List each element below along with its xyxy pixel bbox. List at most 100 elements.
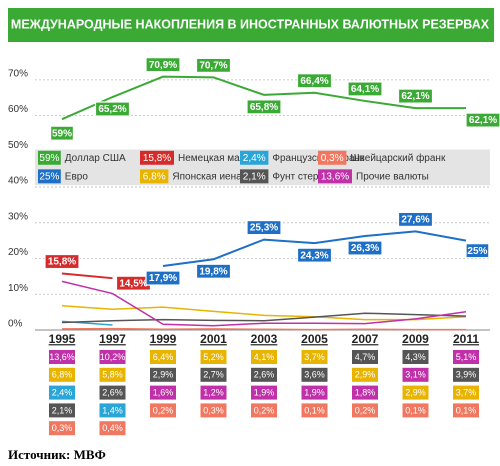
header-band bbox=[8, 8, 494, 42]
label-bg bbox=[94, 101, 131, 117]
y-tick-label: 70% bbox=[8, 69, 28, 80]
table-cell bbox=[453, 385, 479, 400]
table-value: 1,9% bbox=[304, 387, 325, 397]
table-cell bbox=[99, 403, 126, 418]
table-cell bbox=[150, 403, 176, 418]
label-bg bbox=[397, 88, 434, 104]
table-cell bbox=[301, 403, 328, 418]
data-label: 62,1% bbox=[401, 91, 429, 102]
label-bg bbox=[145, 270, 181, 286]
y-tick-label: 0% bbox=[8, 319, 23, 330]
table-value: 0,2% bbox=[355, 405, 376, 415]
table-value: 1,6% bbox=[153, 387, 174, 397]
table-value: 2,6% bbox=[254, 370, 275, 380]
table-value: 3,7% bbox=[456, 387, 477, 397]
series-line bbox=[61, 272, 113, 280]
label-bg bbox=[465, 112, 500, 128]
label-bg bbox=[296, 73, 333, 89]
legend-value: 15,8% bbox=[143, 153, 171, 164]
table-cell bbox=[49, 421, 75, 436]
data-label: 66,4% bbox=[300, 76, 328, 87]
legend-value: 2,4% bbox=[243, 153, 266, 164]
table-value: 0,1% bbox=[456, 405, 477, 415]
table-value: 1,4% bbox=[102, 405, 123, 415]
label-bg bbox=[296, 247, 333, 263]
series-line bbox=[61, 327, 466, 331]
data-label: 24,3% bbox=[300, 250, 328, 261]
table-cell bbox=[352, 350, 378, 364]
table-cell bbox=[49, 403, 75, 418]
data-label: 62,1% bbox=[469, 115, 497, 126]
legend-swatch bbox=[318, 169, 352, 184]
label-bg bbox=[397, 211, 434, 227]
legend-value: 59% bbox=[39, 153, 59, 164]
table-cell bbox=[301, 367, 328, 382]
data-label: 15,8% bbox=[48, 257, 76, 268]
table-value: 0,2% bbox=[153, 405, 174, 415]
data-label: 70,7% bbox=[199, 61, 227, 72]
data-label: 70,9% bbox=[149, 60, 177, 71]
series-line bbox=[162, 230, 467, 268]
y-tick-label: 50% bbox=[8, 140, 28, 151]
table-cell bbox=[99, 421, 126, 436]
y-tick-label: 10% bbox=[8, 283, 28, 294]
label-bg bbox=[246, 99, 282, 115]
data-label: 25% bbox=[467, 246, 487, 257]
table-value: 5,8% bbox=[102, 370, 123, 380]
legend-label: Доллар США bbox=[65, 153, 126, 164]
y-tick-label: 30% bbox=[8, 211, 28, 222]
table-cell bbox=[251, 385, 277, 400]
x-tick-label: 1995 bbox=[49, 332, 76, 346]
data-label: 59% bbox=[52, 128, 72, 139]
y-tick-label: 60% bbox=[8, 104, 28, 115]
series-line bbox=[61, 280, 467, 327]
data-label: 64,1% bbox=[351, 84, 379, 95]
legend-swatch bbox=[318, 150, 347, 165]
x-tick-label: 2007 bbox=[352, 332, 379, 346]
table-cell bbox=[301, 350, 328, 364]
table-value: 3,6% bbox=[304, 370, 325, 380]
table-value: 13,6% bbox=[49, 352, 75, 362]
label-bg bbox=[465, 243, 490, 259]
table-cell bbox=[453, 403, 479, 418]
table-value: 2,9% bbox=[355, 370, 376, 380]
label-bg bbox=[195, 263, 232, 279]
source: Источник: МВФ bbox=[8, 447, 106, 462]
legend-label: Прочие валюты bbox=[356, 171, 429, 182]
legend-label: Японская иена bbox=[172, 171, 242, 182]
data-label: 14,5% bbox=[119, 278, 147, 289]
table-cell bbox=[402, 403, 429, 418]
legend-value: 13,6% bbox=[321, 171, 349, 182]
legend-label: Евро bbox=[65, 171, 89, 182]
table-value: 0,4% bbox=[102, 423, 123, 433]
legend-value: 6,8% bbox=[143, 171, 166, 182]
table-cell bbox=[99, 367, 126, 382]
x-tick-label: 2011 bbox=[453, 332, 479, 346]
table-cell bbox=[402, 367, 429, 382]
legend-swatch bbox=[140, 150, 174, 165]
table-value: 10,2% bbox=[100, 352, 126, 362]
data-label: 65,8% bbox=[250, 102, 278, 113]
table-cell bbox=[352, 367, 378, 382]
legend-value: 25% bbox=[39, 171, 59, 182]
table-cell bbox=[150, 385, 176, 400]
table-value: 0,1% bbox=[405, 405, 426, 415]
table-cell bbox=[99, 350, 126, 364]
table-cell bbox=[251, 350, 277, 364]
table-value: 3,9% bbox=[456, 370, 477, 380]
series-line bbox=[61, 312, 467, 324]
table-cell bbox=[352, 385, 378, 400]
table-value: 1,8% bbox=[355, 387, 376, 397]
label-bg bbox=[49, 125, 74, 141]
table-cell bbox=[251, 403, 277, 418]
x-tick-label: 1997 bbox=[99, 332, 126, 346]
data-label: 19,8% bbox=[199, 266, 227, 277]
table-cell bbox=[453, 350, 479, 364]
legend-swatch bbox=[240, 169, 269, 184]
table-cell bbox=[352, 403, 378, 418]
table-cell bbox=[402, 350, 429, 364]
table-value: 1,9% bbox=[254, 387, 275, 397]
table-cell bbox=[150, 367, 176, 382]
table-value: 3,7% bbox=[304, 352, 325, 362]
